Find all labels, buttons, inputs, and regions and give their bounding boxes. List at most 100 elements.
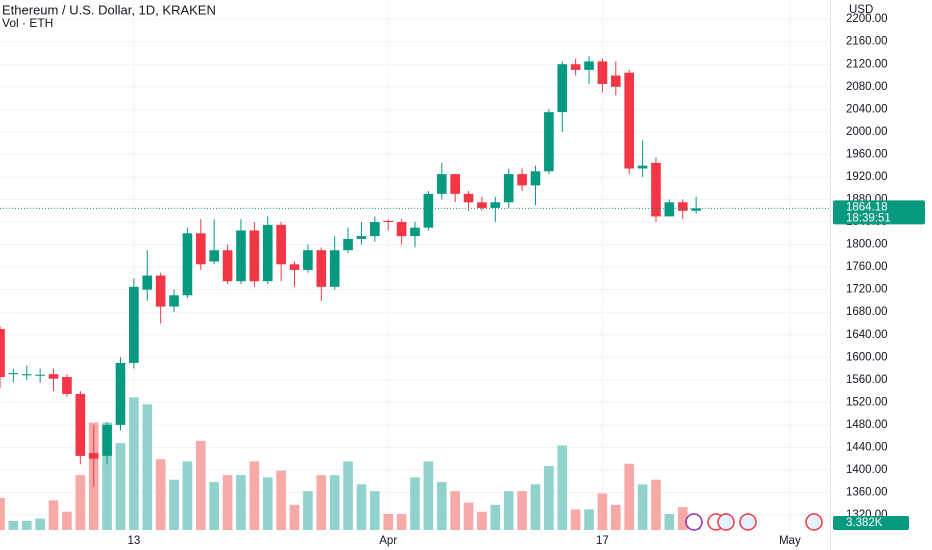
- volume-bar: [544, 466, 554, 530]
- candle-body: [182, 233, 193, 296]
- y-tick-label: 2200.00: [846, 13, 888, 25]
- volume-bar: [624, 463, 635, 530]
- candle-body: [0, 329, 5, 377]
- volume-bar: [490, 504, 501, 530]
- y-tick-label: 1600.00: [846, 351, 888, 363]
- volume-bar: [155, 459, 166, 530]
- volume-bar: [383, 514, 394, 530]
- candle-body: [21, 374, 32, 376]
- volume-bar: [584, 509, 594, 530]
- candle-body: [691, 208, 701, 211]
- candle-body: [356, 236, 367, 239]
- volume-bar: [329, 475, 340, 530]
- volume-bar: [370, 491, 380, 530]
- candle-body: [530, 171, 541, 186]
- candle-body: [276, 224, 286, 265]
- x-tick-label: 17: [596, 535, 609, 547]
- candle-body: [209, 250, 220, 262]
- y-tick-label: 1440.00: [846, 441, 888, 453]
- candle-body: [557, 64, 568, 113]
- y-tick-label: 1760.00: [846, 261, 888, 273]
- volume-bar: [610, 504, 621, 530]
- candles: [0, 55, 701, 487]
- chart-title: Ethereum / U.S. Dollar, 1D, KRAKEN: [2, 2, 216, 17]
- y-tick-label: 1400.00: [846, 464, 888, 476]
- volume-bar: [597, 493, 608, 530]
- volume-bar: [637, 484, 648, 530]
- volume-bar: [249, 461, 260, 530]
- volume-bar: [182, 461, 193, 530]
- volume-bar: [289, 504, 300, 530]
- candle-body: [477, 202, 487, 208]
- candle-body: [75, 393, 86, 456]
- volume-bar: [503, 491, 514, 530]
- volume-bar: [530, 484, 541, 530]
- candle-body: [597, 61, 608, 84]
- candle-body: [370, 222, 380, 237]
- candle-body: [383, 220, 394, 223]
- y-tick-label: 1360.00: [846, 487, 888, 499]
- last-price-badge: [833, 200, 925, 225]
- x-tick-label: May: [779, 535, 801, 547]
- y-tick-label: 2000.00: [846, 126, 888, 138]
- candle-body: [624, 72, 635, 169]
- candle-body: [62, 376, 72, 394]
- candle-body: [544, 112, 554, 172]
- volume-bar: [651, 479, 661, 530]
- candle-body: [396, 222, 407, 237]
- badge: [717, 513, 735, 531]
- volume-bar: [316, 475, 327, 530]
- y-tick-label: 1920.00: [846, 171, 888, 183]
- volume-bar: [664, 514, 675, 530]
- candle-body: [35, 374, 45, 376]
- candle-body: [490, 202, 501, 208]
- y-tick-label: 1480.00: [846, 419, 888, 431]
- candle-body: [503, 174, 514, 203]
- candle-body: [262, 224, 273, 282]
- volume-bar: [517, 491, 527, 530]
- candle-body: [423, 193, 434, 228]
- candle-body: [236, 230, 246, 282]
- candle-body: [570, 64, 581, 70]
- candle-body: [637, 165, 648, 169]
- currency: USD: [849, 4, 873, 16]
- candle-body: [517, 174, 527, 186]
- price-axis: 1320.001360.001400.001440.001480.001520.…: [127, 0, 888, 550]
- y-tick-label: 1560.00: [846, 374, 888, 386]
- volume-bar: [8, 520, 19, 530]
- candle-body: [463, 193, 474, 203]
- candle-body: [48, 374, 59, 379]
- y-tick-label: 1680.00: [846, 306, 888, 318]
- y-tick-label: 1640.00: [846, 329, 888, 341]
- badge: [685, 513, 703, 531]
- candle-body: [651, 162, 661, 217]
- candle-body: [102, 424, 112, 456]
- volume-bar: [396, 514, 407, 530]
- candle-body: [249, 230, 260, 282]
- candle-body: [436, 174, 447, 194]
- y-tick-label: 1520.00: [846, 396, 888, 408]
- volume-bar: [262, 477, 273, 530]
- badge: [739, 513, 757, 531]
- candle-body: [289, 264, 300, 270]
- volume-bar: [677, 507, 688, 530]
- volume-bar: [356, 484, 367, 530]
- candle-body: [584, 61, 594, 70]
- event-badges: [685, 513, 823, 531]
- volume-bar: [557, 445, 568, 530]
- volume-bar: [303, 491, 313, 530]
- candle-body: [222, 250, 233, 282]
- volume-bar: [48, 500, 59, 530]
- y-tick-label: 2040.00: [846, 103, 888, 115]
- volume-bar: [236, 475, 246, 530]
- volume-bar: [423, 461, 434, 530]
- candle-body: [155, 275, 166, 307]
- candle-body: [129, 286, 139, 363]
- candle-body: [303, 250, 313, 270]
- volume-bar: [463, 502, 474, 530]
- y-tick-label: 1720.00: [846, 284, 888, 296]
- x-tick-label: Apr: [379, 535, 397, 547]
- volume-bar: [21, 520, 32, 530]
